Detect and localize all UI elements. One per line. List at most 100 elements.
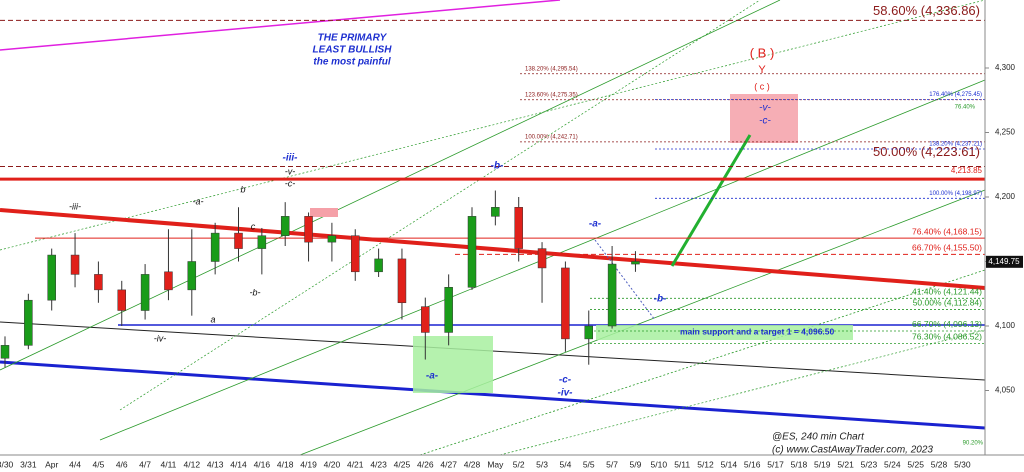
- candle-body: [0, 345, 10, 359]
- footer: (c) www.CastAwayTrader.com, 2023: [772, 445, 933, 456]
- x-tick-label: 5/25: [907, 459, 924, 469]
- x-tick-label: 5/21: [837, 459, 854, 469]
- x-tick-label: 5/28: [931, 459, 948, 469]
- wave-label: -a-: [426, 371, 439, 382]
- x-tick-label: 4/11: [160, 459, 176, 469]
- x-tick-label: 4/23: [370, 459, 387, 469]
- x-tick-label: 5/11: [674, 459, 690, 469]
- candle-body: [491, 207, 500, 217]
- x-tick-label: 4/19: [300, 459, 317, 469]
- level-label: 4,213.85: [951, 166, 983, 175]
- green-arrow: [670, 134, 752, 267]
- wave-label: a: [210, 314, 215, 324]
- green-fan: [0, 0, 781, 371]
- x-tick-label: 4/12: [184, 459, 201, 469]
- wave-label: Y: [758, 64, 766, 76]
- level-label: 66.70% (4,096.13): [912, 319, 982, 329]
- x-tick-label: 4/16: [254, 459, 271, 469]
- candle-body: [210, 232, 220, 262]
- annotations: THE PRIMARY LEAST BULLISH the most painf…: [69, 33, 984, 456]
- candle-body: [304, 216, 313, 243]
- x-tick-label: 4/18: [277, 459, 294, 469]
- x-tick-label: 5/19: [814, 459, 831, 469]
- footer: @ES, 240 min Chart: [772, 432, 865, 443]
- note: LEAST BULLISH: [313, 45, 393, 56]
- green-fan: [119, 0, 761, 411]
- x-tick-label: 4/4: [69, 459, 81, 469]
- y-tick-label: 4,200: [995, 192, 1016, 201]
- x-tick-label: 4/26: [417, 459, 434, 469]
- level-label: 100.00% (4,242.71): [525, 134, 578, 140]
- wave-label: -b-: [491, 161, 504, 172]
- candle-body: [467, 216, 477, 288]
- y-tick-label: 4,100: [995, 321, 1016, 330]
- wave-label: -c-: [559, 375, 572, 386]
- level-label: 50.00% (4,112.84): [913, 298, 982, 308]
- wave-label: -c-: [285, 178, 296, 188]
- x-tick-label: May: [487, 459, 504, 469]
- x-tick-label: 5/14: [721, 459, 738, 469]
- level-label: 76.40% (4,168.15): [912, 226, 982, 236]
- candle-body: [514, 207, 523, 249]
- x-tick-label: 4/28: [464, 459, 481, 469]
- x-tick-label: 4/6: [116, 459, 128, 469]
- candle-body: [444, 287, 453, 333]
- candle-body: [140, 274, 150, 311]
- candle-body: [280, 216, 290, 236]
- green-fan: [299, 189, 986, 456]
- x-tick-label: 3/30: [0, 459, 14, 469]
- candle-body: [421, 306, 430, 333]
- candles: [0, 190, 640, 368]
- wave-label: -a-: [589, 219, 602, 230]
- wave-label: ( c ): [754, 81, 770, 91]
- candle-body: [631, 261, 640, 265]
- note: the most painful: [313, 57, 390, 68]
- candle-body: [47, 254, 56, 301]
- level-label: 138.20% (4,237.21): [929, 142, 982, 148]
- x-tick-label: 5/23: [861, 459, 878, 469]
- candle-body: [397, 258, 407, 304]
- wave-label: -iv-: [558, 388, 574, 399]
- green-fan: [419, 269, 986, 456]
- x-tick-label: 4/25: [394, 459, 411, 469]
- level-label: 100.00% (4,198.97): [929, 191, 982, 197]
- y-tick-label: 4,050: [995, 386, 1016, 395]
- x-tick-label: 5/18: [791, 459, 808, 469]
- red-trend: [0, 208, 986, 290]
- candle-body: [561, 267, 570, 340]
- candle-body: [327, 235, 337, 243]
- level-label: 58.60% (4,336.86): [873, 3, 980, 18]
- wave-label: b: [240, 184, 245, 194]
- level-label: 50.00% (4,223.61): [873, 144, 980, 159]
- wave-label: c: [251, 221, 256, 231]
- wave-label: -v-: [285, 166, 296, 176]
- level-label: 41.40% (4,121.44): [912, 287, 982, 297]
- x-tick-label: 5/10: [651, 459, 668, 469]
- x-tick-label: 5/30: [954, 459, 971, 469]
- support-band: [596, 325, 853, 340]
- fib-note: 90.20%: [963, 441, 984, 447]
- x-tick-label: 5/4: [559, 459, 571, 469]
- level-label: 76.30% (4,086.52): [912, 332, 982, 342]
- candle-body: [70, 254, 80, 275]
- x-tick-label: 5/7: [606, 459, 618, 469]
- candle-body: [374, 258, 383, 273]
- candle-body: [117, 289, 126, 311]
- wave-label: ( B ): [750, 45, 775, 60]
- last-price-label: 4,149.75: [988, 257, 1020, 266]
- x-tick-label: 4/7: [139, 459, 151, 469]
- level-label: 66.70% (4,155.50): [912, 243, 982, 253]
- x-tick-label: 5/2: [513, 459, 525, 469]
- wave-label: -a-: [193, 196, 204, 206]
- x-tick-label: 5/3: [536, 459, 548, 469]
- x-tick-label: 4/14: [230, 459, 247, 469]
- candle-body: [351, 235, 360, 273]
- candle-body: [164, 271, 173, 291]
- wave-label: -c-: [759, 116, 771, 127]
- level-label: 176.40% (4,275.45): [929, 92, 982, 98]
- projection: [594, 239, 656, 321]
- wave-label: -iii-: [69, 201, 81, 211]
- candle-body: [257, 235, 267, 249]
- wave-label: -iv-: [154, 333, 167, 343]
- x-tick-label: 3/31: [20, 459, 37, 469]
